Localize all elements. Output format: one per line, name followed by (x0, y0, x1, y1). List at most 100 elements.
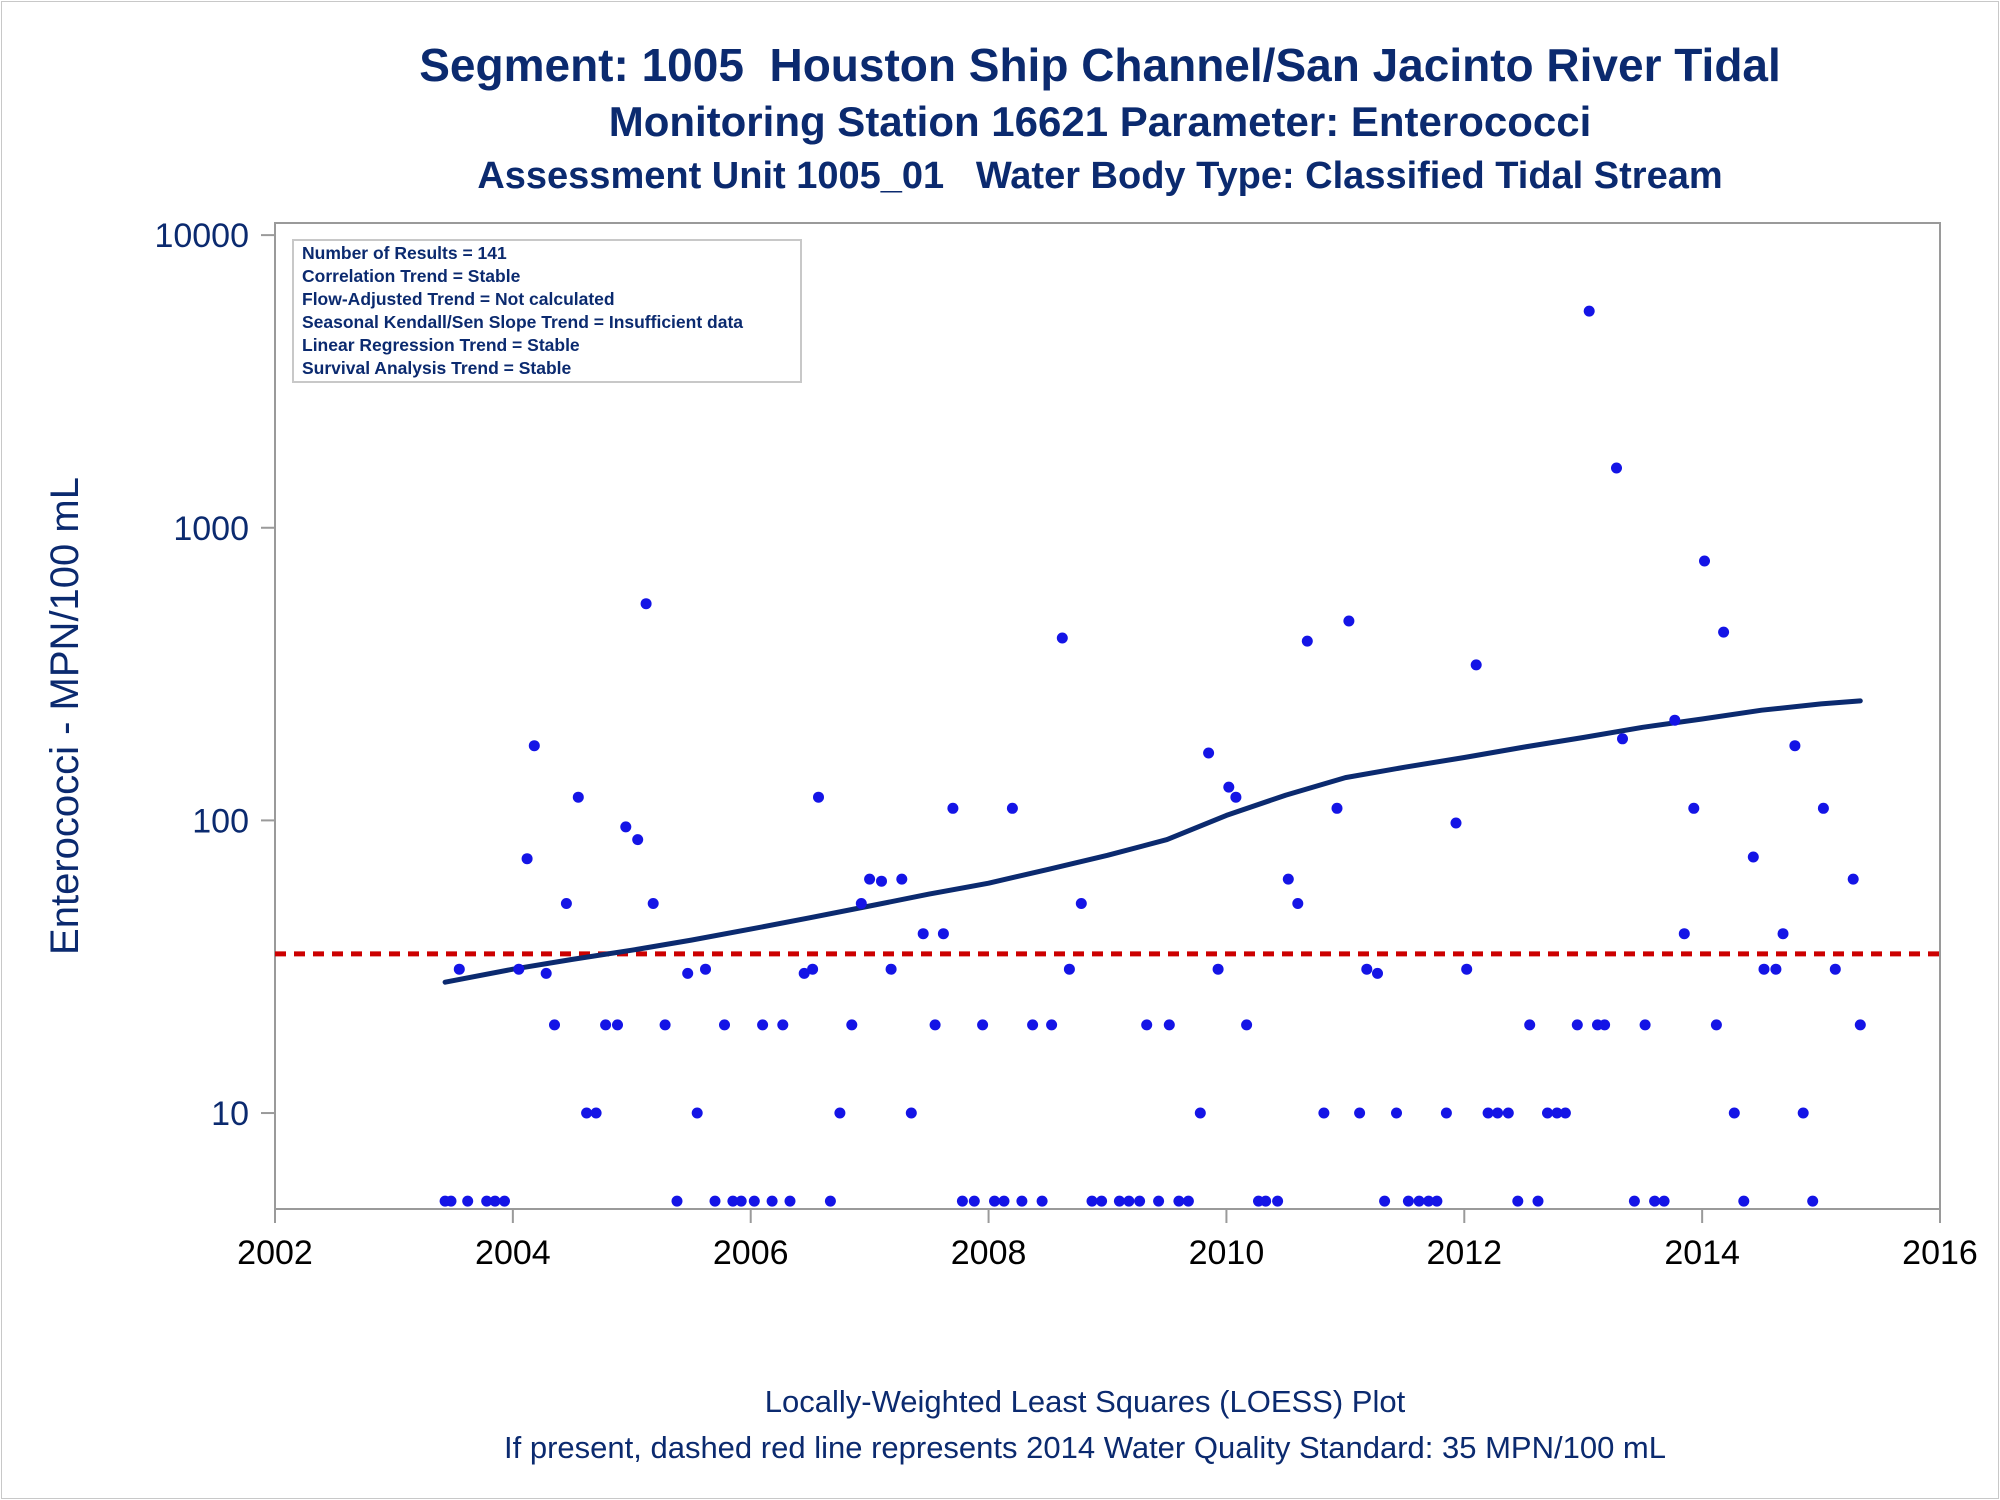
data-point (727, 1195, 739, 1207)
data-point (1669, 714, 1681, 726)
data-point (647, 898, 659, 909)
data-points-group (439, 305, 1866, 1207)
chart-subtitle-assessment: Assessment Unit 1005_01 Water Body Type:… (477, 155, 1723, 197)
data-point (1718, 626, 1730, 638)
data-point (671, 1195, 683, 1207)
data-point (489, 1195, 501, 1207)
data-point (1212, 963, 1224, 975)
data-point (659, 1019, 671, 1031)
data-point (1817, 802, 1829, 814)
y-tick-label: 100 (192, 802, 249, 840)
data-point (1134, 1195, 1146, 1207)
data-point (1413, 1195, 1425, 1207)
data-point (1163, 1019, 1175, 1031)
data-point (1699, 555, 1710, 567)
data-point (620, 821, 632, 833)
y-tick-label: 1000 (173, 510, 249, 548)
data-point (1086, 1195, 1098, 1207)
data-point (1241, 1019, 1253, 1031)
footnote-standard: If present, dashed red line represents 2… (504, 1430, 1666, 1465)
x-tick-label: 2006 (713, 1234, 789, 1272)
data-point (977, 1019, 989, 1031)
data-point (481, 1195, 493, 1207)
data-point (846, 1019, 858, 1031)
data-point (1391, 1107, 1402, 1119)
x-tick-label: 2016 (1902, 1234, 1978, 1272)
data-point (521, 853, 533, 865)
y-tick-label: 10 (211, 1095, 249, 1133)
data-point (1532, 1195, 1544, 1207)
data-point (1440, 1107, 1452, 1119)
stats-correlation-trend: Correlation Trend = Stable (302, 266, 521, 286)
data-point (1230, 791, 1242, 803)
data-point (813, 791, 824, 803)
data-point (1502, 1107, 1514, 1119)
data-point (1318, 1107, 1330, 1119)
data-point (1658, 1195, 1670, 1207)
data-point (581, 1107, 593, 1119)
stats-survival-analysis-trend: Survival Analysis Trend = Stable (302, 358, 572, 378)
data-point (735, 1195, 747, 1207)
data-point (1559, 1107, 1571, 1119)
data-point (1639, 1019, 1651, 1031)
data-point (1470, 659, 1482, 671)
data-point (1006, 802, 1018, 814)
data-point (798, 967, 810, 979)
data-point (1728, 1107, 1740, 1119)
stats-box-border (292, 239, 802, 383)
data-point (499, 1195, 510, 1207)
data-point (855, 898, 867, 909)
data-point (777, 1019, 789, 1031)
data-point (549, 1019, 560, 1031)
data-point (1649, 1195, 1661, 1207)
data-point (1292, 898, 1304, 909)
data-point (590, 1107, 602, 1119)
x-tick-label: 2004 (475, 1234, 551, 1272)
data-point (1056, 632, 1068, 644)
data-point (1361, 963, 1373, 975)
data-point (528, 740, 540, 752)
stats-seasonal-kendall-trend: Seasonal Kendall/Sen Slope Trend = Insuf… (302, 312, 743, 332)
data-point (453, 963, 465, 975)
data-point (1583, 305, 1595, 317)
data-point (1182, 1195, 1194, 1207)
data-point (1379, 1195, 1391, 1207)
data-point (682, 967, 694, 979)
data-point (937, 928, 949, 940)
data-point (1016, 1195, 1028, 1207)
data-point (1036, 1195, 1048, 1207)
data-point (1847, 873, 1859, 885)
data-point (1141, 1019, 1153, 1031)
data-point (1194, 1107, 1206, 1119)
data-point (1482, 1107, 1494, 1119)
data-point (1789, 740, 1801, 752)
data-point (1173, 1195, 1185, 1207)
data-point (1758, 963, 1770, 975)
data-point (1153, 1195, 1165, 1207)
data-point (947, 802, 959, 814)
data-point (1628, 1195, 1640, 1207)
footnote-loess: Locally-Weighted Least Squares (LOESS) P… (764, 1384, 1406, 1419)
data-point (1512, 1195, 1524, 1207)
data-point (876, 875, 887, 887)
y-tick-label: 10000 (154, 217, 249, 255)
data-point (905, 1107, 917, 1119)
data-point (1423, 1195, 1435, 1207)
data-point (1611, 462, 1622, 474)
data-point (807, 963, 819, 975)
data-point (896, 873, 908, 885)
data-point (989, 1195, 1000, 1207)
x-tick-label: 2012 (1426, 1234, 1502, 1272)
data-point (632, 834, 644, 846)
data-point (1797, 1107, 1809, 1119)
data-point (1046, 1019, 1058, 1031)
data-point (1571, 1019, 1583, 1031)
axes-group: 2002 2004 2006 2008 2010 2012 2014 2016 10 100 100… (43, 217, 1978, 1272)
data-point (1777, 928, 1789, 940)
data-point (1770, 963, 1782, 975)
data-point (917, 928, 929, 940)
data-point (560, 898, 572, 909)
loess-line-group (442, 698, 1863, 985)
data-point (1542, 1107, 1553, 1119)
